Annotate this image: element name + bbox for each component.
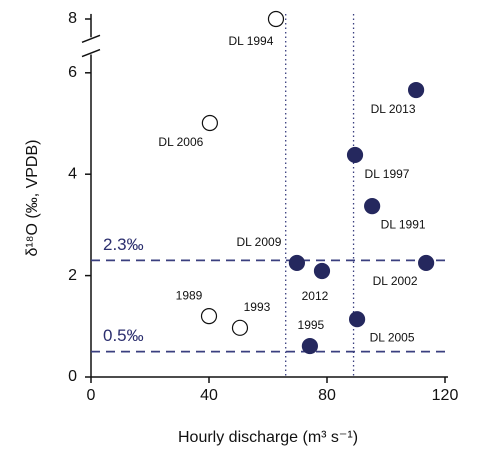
data-point	[301, 337, 318, 355]
point-label: DL 2005	[370, 330, 415, 344]
axis-break	[81, 48, 101, 58]
y-tick-label: 6	[68, 64, 77, 81]
data-point	[201, 114, 218, 132]
x-tick-label: 120	[432, 387, 459, 404]
x-tick-label: 0	[87, 387, 96, 404]
point-label: DL 2006	[158, 135, 203, 149]
y-axis-label: δ¹⁸O (‰, VPDB)	[24, 140, 41, 257]
h-reference-label: 2.3‰	[103, 235, 144, 254]
y-tick-label: 0	[68, 368, 77, 385]
point-label: 1995	[298, 318, 325, 332]
data-point	[267, 10, 285, 28]
data-point	[231, 319, 249, 336]
point-label: DL 2013	[371, 102, 416, 116]
x-axis-label: Hourly discharge (m³ s⁻¹)	[178, 429, 358, 446]
data-point	[346, 146, 364, 164]
data-point	[200, 308, 218, 325]
x-tick-label: 80	[318, 387, 336, 404]
y-tick-label: 8	[68, 10, 77, 27]
y-tick-label: 2	[68, 267, 77, 284]
point-label: 1993	[244, 300, 271, 314]
data-point	[407, 81, 425, 99]
data-point	[313, 262, 331, 280]
data-point	[364, 198, 381, 215]
data-point	[288, 254, 306, 272]
y-tick-label: 4	[68, 165, 77, 182]
point-label: DL 1991	[381, 217, 426, 231]
point-label: 2012	[302, 289, 329, 303]
point-label: 1989	[176, 288, 203, 302]
axis-break	[81, 34, 101, 43]
point-label: DL 2002	[373, 274, 418, 288]
point-label: DL 2009	[236, 235, 281, 249]
data-point	[418, 254, 435, 272]
point-label: DL 1994	[228, 34, 273, 48]
h-reference-label: 0.5‰	[103, 326, 144, 345]
x-tick-label: 40	[200, 387, 218, 404]
data-point	[348, 311, 366, 328]
point-label: DL 1997	[365, 167, 410, 181]
